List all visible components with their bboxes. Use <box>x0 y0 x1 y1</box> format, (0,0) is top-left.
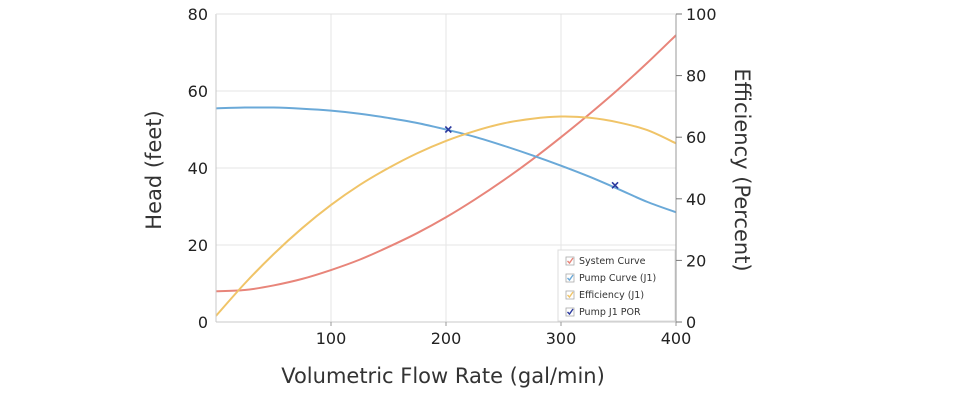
y-tick-label: 60 <box>188 82 208 101</box>
legend-swatch <box>565 307 575 317</box>
legend-swatch <box>565 273 575 283</box>
legend-item: Efficiency (J1) <box>565 290 644 301</box>
legend-check-icon <box>567 291 574 299</box>
series-group <box>216 34 676 317</box>
legend-check-icon <box>567 257 574 265</box>
legend-label: Pump J1 POR <box>579 307 641 318</box>
x-tick-label: 200 <box>431 329 462 348</box>
legend-label: Efficiency (J1) <box>579 290 644 301</box>
y-tick-label: 40 <box>188 159 208 178</box>
plot-frame <box>215 13 677 323</box>
y2-tick-label: 100 <box>686 5 717 24</box>
legend: System Curve Pump Curve (J1) Efficiency (J… <box>557 249 676 322</box>
pump-curve-j1-line <box>216 106 676 214</box>
system-curve-line <box>216 34 676 293</box>
legend-label: Pump Curve (J1) <box>579 273 656 284</box>
x-tick-label: 300 <box>546 329 577 348</box>
y2-tick-label: 80 <box>686 67 706 86</box>
legend-item: Pump Curve (J1) <box>565 273 656 284</box>
y-tick-label: 80 <box>188 5 208 24</box>
y-tick-label: 20 <box>188 236 208 255</box>
legend-swatch <box>565 256 575 266</box>
legend-swatch <box>565 290 575 300</box>
y2-tick-label: 0 <box>686 313 696 332</box>
point-stroke <box>611 181 619 189</box>
pump-j1-por-point <box>611 181 619 189</box>
legend-box <box>557 249 676 322</box>
x-tick-label: 100 <box>316 329 347 348</box>
y-tick-label: 0 <box>198 313 208 332</box>
legend-item: Pump J1 POR <box>565 307 641 318</box>
y2-tick-label: 60 <box>686 128 706 147</box>
y2-axis-title: Efficiency (Percent) <box>730 68 754 271</box>
pump-j1-por-point <box>444 125 452 134</box>
point-stroke <box>444 125 452 134</box>
legend-check-icon <box>567 274 574 282</box>
y2-tick-label: 20 <box>686 251 706 270</box>
y2-tick-label: 40 <box>686 190 706 209</box>
y-axis-title: Head (feet) <box>142 110 166 229</box>
legend-label: System Curve <box>579 256 646 267</box>
x-tick-label: 400 <box>661 329 692 348</box>
efficiency-j1-line <box>216 115 676 317</box>
legend-item: System Curve <box>565 256 646 267</box>
legend-check-icon <box>567 308 574 316</box>
x-axis-title: Volumetric Flow Rate (gal/min) <box>281 364 605 388</box>
